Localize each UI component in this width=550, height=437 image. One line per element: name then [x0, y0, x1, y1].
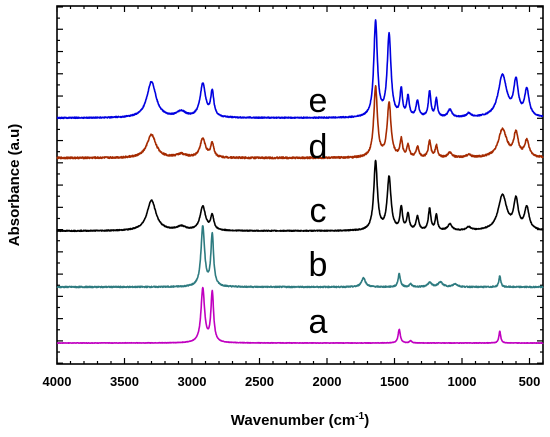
spectrum-e: [56, 19, 544, 120]
curve-label-a: a: [309, 303, 328, 341]
spectrum-b: [56, 225, 544, 289]
x-tick-label: 1500: [380, 374, 409, 389]
x-tick-labels: 4000 3500 3000 2500 2000 1500 1000 500: [43, 374, 541, 389]
x-tick-label: 3000: [178, 374, 207, 389]
x-tick-label: 1000: [448, 374, 477, 389]
x-tick-label: 2000: [313, 374, 342, 389]
curve-label-e: e: [309, 82, 328, 120]
y-axis-title: Absorbance (a.u): [6, 124, 23, 247]
x-tick-label: 2500: [245, 374, 274, 389]
axis-ticks: [56, 6, 544, 364]
curve-label-d: d: [309, 128, 328, 166]
x-axis-title: Wavenumber (cm-1): [231, 411, 369, 429]
x-tick-label: 500: [519, 374, 541, 389]
spectrum-a: [56, 286, 544, 344]
x-tick-label: 3500: [110, 374, 139, 389]
plot-frame: [56, 5, 544, 365]
spectrum-d: [56, 85, 544, 160]
spectrum-c: [56, 159, 544, 233]
curve-label-b: b: [309, 246, 328, 284]
x-tick-label: 4000: [43, 374, 72, 389]
curve-label-c: c: [310, 192, 327, 230]
spectra-curves: [56, 19, 544, 344]
